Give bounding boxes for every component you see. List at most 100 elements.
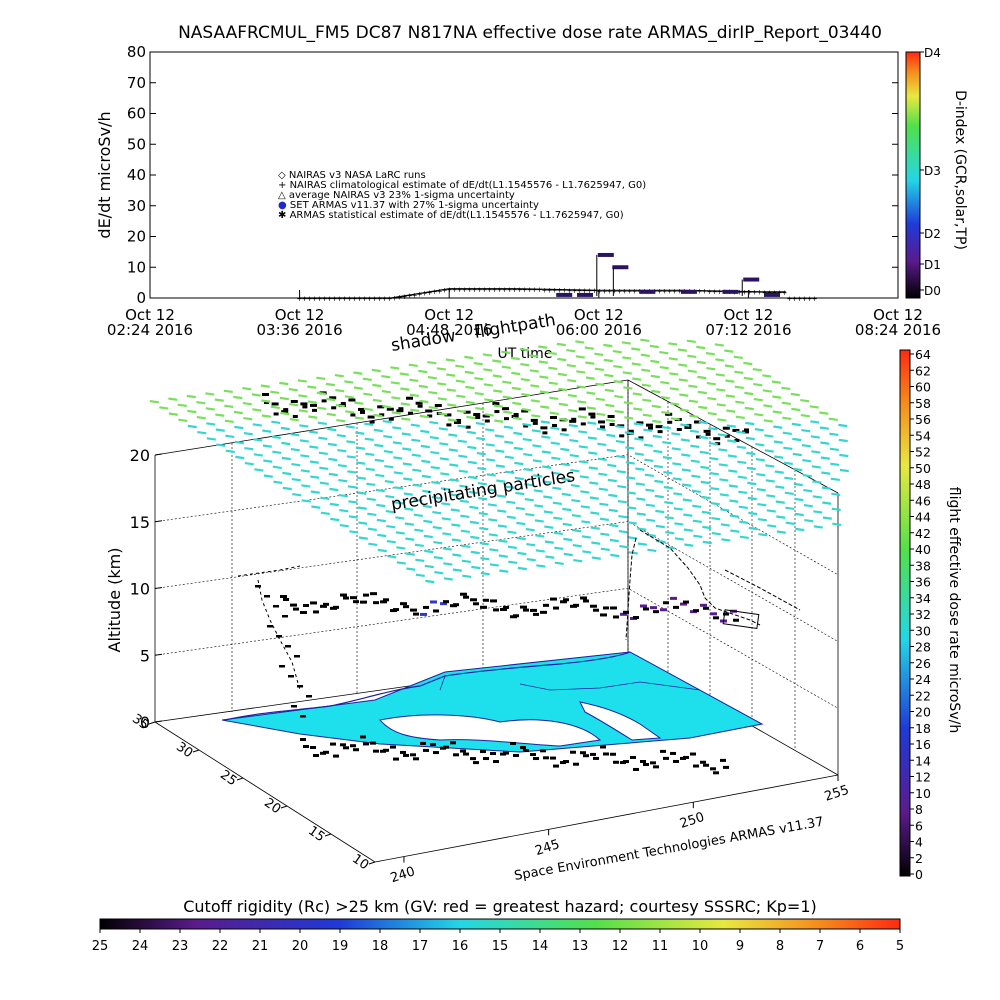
dose-tick-label: 48: [915, 477, 931, 492]
particle-cell: [839, 453, 849, 458]
floor-track-segment: [450, 741, 456, 745]
particle-cell: [206, 422, 216, 426]
particle-cell: [421, 474, 431, 479]
particle-cell: [516, 536, 526, 541]
particle-cell: [503, 425, 513, 430]
particle-cell: [781, 401, 791, 406]
particle-cell: [614, 410, 624, 414]
particle-cell: [682, 498, 692, 502]
floor-track-segment: [683, 755, 689, 759]
nairas-marker: +: [807, 295, 813, 303]
particle-cell: [355, 431, 365, 435]
shadow-segment: [742, 430, 749, 434]
particle-cell: [640, 338, 650, 343]
particle-cell: [348, 500, 358, 504]
particle-cell: [802, 459, 812, 463]
particle-cell: [290, 433, 300, 437]
particle-cell: [365, 452, 375, 457]
particle-cell: [345, 410, 355, 414]
particle-cell: [271, 435, 281, 440]
particle-cell: [310, 490, 320, 494]
shadow-segment: [482, 414, 490, 418]
particle-cell: [569, 454, 579, 458]
shadow-segment: [379, 413, 385, 417]
floor-track-segment: [313, 753, 319, 757]
top-y-ticks: 0 10 20 30 40 50 60 70 80: [127, 43, 898, 307]
particle-cell: [680, 438, 690, 442]
particle-cell: [691, 474, 701, 479]
flightpath-segment: [340, 593, 347, 597]
particle-cell: [709, 472, 719, 476]
particle-cell: [297, 379, 307, 383]
dose-tick-label: 14: [915, 753, 931, 768]
particle-cell: [715, 358, 725, 362]
particle-cell: [430, 466, 440, 470]
particle-cell: [785, 521, 795, 526]
particle-cell: [367, 527, 377, 532]
dindex-tick-label: D1: [924, 258, 941, 272]
flightpath-segment: [380, 600, 387, 604]
particle-cell: [597, 457, 607, 462]
particle-cell: [729, 514, 739, 518]
nairas-marker: +: [477, 286, 483, 294]
particle-cell: [467, 460, 477, 465]
legend-symbol-5: ✱: [278, 210, 286, 221]
particle-cell: [634, 437, 644, 441]
particle-cell: [533, 489, 543, 493]
particle-cell: [609, 523, 619, 528]
particle-cell: [839, 468, 849, 473]
particle-cell: [671, 447, 681, 451]
particle-cell: [745, 436, 755, 441]
floor-track-segment: [693, 764, 699, 768]
flightpath-segment: [323, 602, 329, 606]
ascent-dash: [273, 605, 279, 608]
flightpath-segment: [463, 595, 469, 599]
particle-cell: [415, 558, 425, 563]
nairas-marker: +: [547, 286, 553, 294]
particle-cell: [243, 432, 253, 436]
particle-cell: [373, 428, 383, 433]
particle-cell: [488, 518, 498, 522]
nairas-marker: +: [602, 287, 608, 295]
particle-cell: [579, 475, 589, 479]
particle-cell: [748, 526, 758, 531]
particle-cell: [382, 420, 392, 424]
particle-cell: [503, 410, 513, 415]
particle-cell: [197, 431, 207, 435]
particle-cell: [262, 444, 272, 448]
particle-cell: [465, 400, 475, 405]
dose-tick-label: 22: [915, 688, 931, 703]
shadow-segment: [636, 421, 644, 425]
particle-cell: [600, 532, 610, 537]
particle-cell: [547, 351, 557, 356]
particle-cell: [308, 415, 318, 419]
particle-cell: [506, 500, 516, 505]
nairas-marker: +: [452, 286, 458, 294]
floor-track-segment: [650, 761, 656, 765]
particle-cell: [729, 499, 739, 503]
particle-cell: [699, 435, 709, 440]
particle-cell: [460, 529, 470, 534]
floor-track-segment: [363, 742, 369, 746]
particle-cell: [538, 360, 548, 364]
flightpath-segment: [703, 606, 709, 610]
particle-cell: [510, 356, 520, 361]
particle-cell: [822, 516, 832, 520]
floor-track-segment: [453, 753, 459, 757]
particle-cell: [661, 411, 671, 415]
cutoff-tick-label: 10: [692, 939, 709, 954]
floor-track-segment: [553, 764, 559, 768]
particle-cell: [517, 566, 527, 571]
particle-cell: [600, 547, 610, 552]
particle-cell: [507, 530, 517, 535]
shadow-segment: [713, 437, 721, 441]
dose-colorbar-ticks: 0246810121416182022242628303234363840424…: [910, 347, 931, 882]
particle-cell: [336, 419, 346, 423]
flightpath-segment: [603, 606, 609, 610]
shadow-segment: [456, 418, 461, 422]
particle-cell: [773, 440, 783, 444]
particle-cell: [307, 400, 317, 404]
particle-cell: [775, 500, 785, 504]
